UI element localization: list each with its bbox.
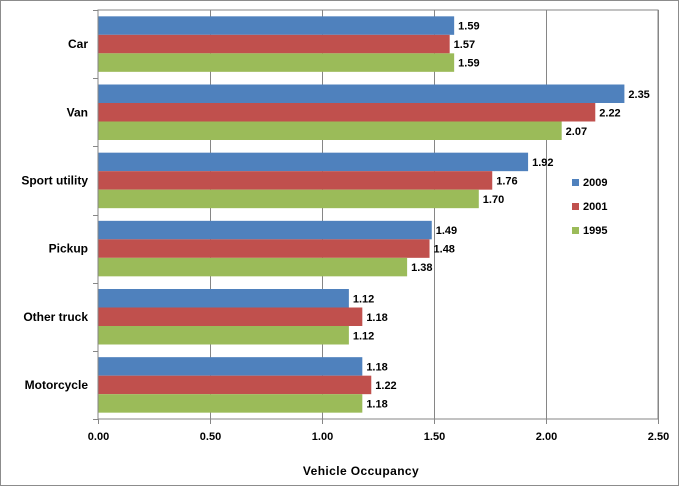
- legend-swatch: [572, 203, 579, 210]
- data-label: 1.70: [483, 194, 504, 206]
- bar: [98, 375, 372, 395]
- bar: [98, 103, 596, 122]
- bar: [98, 189, 479, 209]
- data-label: 1.48: [434, 244, 455, 256]
- bar: [98, 152, 529, 172]
- category-label: Motorcycle: [25, 378, 89, 392]
- data-labels: 1.59 1.57 1.59 2.35 2.22 2.07 1.92 1.76 1.70 1.49…: [353, 21, 650, 411]
- data-label: 1.38: [411, 262, 432, 274]
- x-tick-label: 1.00: [312, 431, 333, 443]
- data-label: 1.92: [532, 157, 553, 169]
- bar: [98, 326, 349, 345]
- bar: [98, 34, 450, 54]
- data-label: 1.22: [375, 380, 396, 392]
- data-label: 1.12: [353, 293, 374, 305]
- bar: [98, 257, 408, 277]
- category-label: Pickup: [49, 242, 88, 256]
- legend-swatch: [572, 179, 579, 186]
- bar: [98, 239, 430, 258]
- data-label: 1.18: [366, 361, 387, 373]
- legend-label: 1995: [583, 225, 607, 237]
- data-label: 1.18: [366, 312, 387, 324]
- data-label: 1.59: [458, 21, 479, 33]
- x-axis-title: Vehicle Occupancy: [303, 464, 419, 478]
- bar: [98, 121, 562, 140]
- bar: [98, 171, 493, 190]
- bar: [98, 394, 363, 413]
- bar: [98, 357, 363, 376]
- data-label: 1.49: [436, 225, 457, 237]
- bar: [98, 16, 455, 35]
- legend: 2009 2001 1995: [572, 177, 607, 237]
- x-axis: 0.00 0.50 1.00 1.50 2.00 2.50: [88, 10, 669, 443]
- data-label: 2.35: [628, 89, 649, 101]
- x-tick-label: 0.50: [200, 431, 221, 443]
- x-tick-label: 1.50: [424, 431, 445, 443]
- legend-label: 2001: [583, 201, 607, 213]
- data-label: 1.59: [458, 58, 479, 70]
- bar: [98, 53, 455, 72]
- data-label: 1.76: [496, 175, 517, 187]
- category-label: Sport utility: [21, 173, 88, 187]
- x-tick-label: 2.00: [536, 431, 557, 443]
- bar: [98, 289, 349, 308]
- data-label: 2.22: [599, 107, 620, 119]
- category-labels: Car Van Sport utility Pickup Other truck Moto…: [21, 37, 88, 392]
- bar: [98, 220, 432, 240]
- data-label: 1.18: [366, 398, 387, 410]
- category-label: Car: [68, 37, 88, 51]
- x-tick-label: 0.00: [88, 431, 109, 443]
- bar: [98, 307, 363, 326]
- data-label: 1.57: [454, 39, 475, 51]
- legend-label: 2009: [583, 177, 607, 189]
- bars: [98, 16, 625, 413]
- category-label: Other truck: [23, 310, 88, 324]
- data-label: 1.12: [353, 330, 374, 342]
- data-label: 2.07: [566, 126, 587, 138]
- gridlines: [97, 9, 659, 420]
- legend-swatch: [572, 227, 579, 234]
- x-tick-label: 2.50: [648, 431, 669, 443]
- category-label: Van: [67, 105, 88, 119]
- bar: [98, 84, 625, 103]
